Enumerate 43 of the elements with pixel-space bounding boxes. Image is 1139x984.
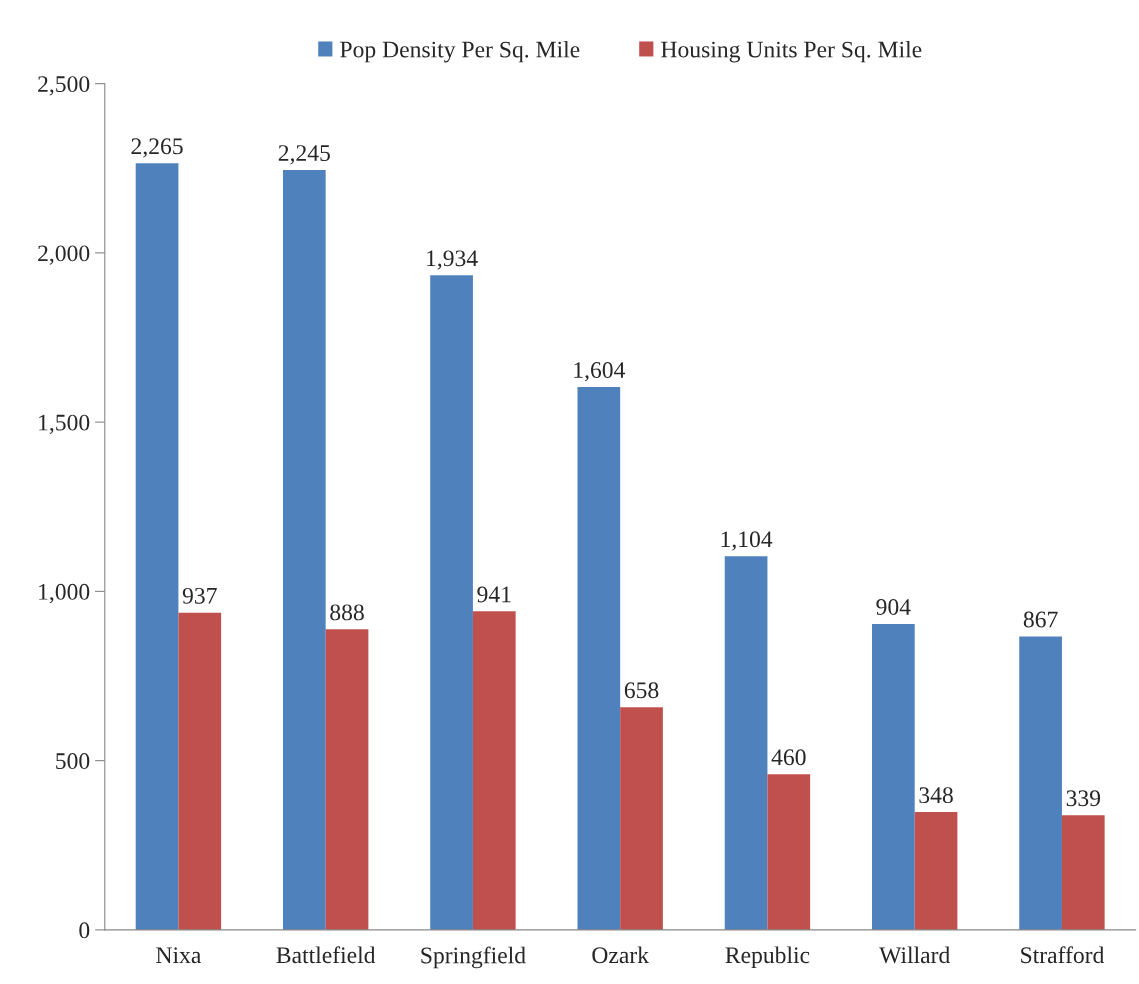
bar — [325, 629, 369, 930]
y-tick-label: 1,500 — [39, 414, 90, 434]
bar — [135, 163, 179, 930]
data-label: 658 — [624, 682, 659, 699]
legend-label: Housing Units Per Sq. Mile — [661, 40, 922, 63]
bar — [1061, 815, 1105, 930]
x-tick-label: Nixa — [156, 947, 202, 964]
data-label: 867 — [1023, 611, 1058, 628]
bar — [1019, 636, 1062, 930]
data-label: 2,245 — [278, 145, 330, 165]
x-tick-label: Republic — [725, 946, 810, 968]
data-label: 1,104 — [721, 531, 773, 551]
x-tick-label: Springfield — [421, 946, 526, 969]
x-tick-label: Battlefield — [276, 946, 376, 964]
bar — [767, 774, 811, 930]
bar — [282, 169, 326, 930]
data-label: 941 — [477, 586, 511, 603]
x-tick-label: Strafford — [1021, 946, 1105, 964]
x-tick-label: Willard — [879, 946, 950, 964]
bar — [724, 556, 768, 930]
bar — [430, 275, 473, 930]
data-label: 1,934 — [427, 250, 478, 270]
y-tick-label: 2,500 — [38, 76, 90, 96]
bar — [871, 623, 915, 930]
data-label: 904 — [876, 598, 911, 615]
data-label: 2,265 — [131, 138, 183, 158]
bar — [577, 386, 621, 930]
bar — [178, 612, 222, 930]
x-tick-label: Ozark — [592, 946, 650, 964]
data-label: 1,604 — [574, 362, 626, 382]
bar — [914, 812, 958, 930]
data-label: 348 — [919, 787, 953, 804]
y-tick-label: 500 — [56, 753, 90, 770]
bar — [472, 611, 516, 930]
data-label: 888 — [330, 604, 364, 621]
y-tick-label: 1,000 — [39, 583, 90, 604]
y-tick-label: 0 — [79, 922, 90, 939]
data-label: 937 — [182, 587, 217, 604]
data-label: 339 — [1066, 790, 1101, 807]
data-label: 460 — [771, 749, 806, 766]
legend-label: Pop Density Per Sq. Mile — [340, 40, 580, 63]
bar — [620, 707, 663, 930]
y-tick-label: 2,000 — [38, 245, 90, 265]
